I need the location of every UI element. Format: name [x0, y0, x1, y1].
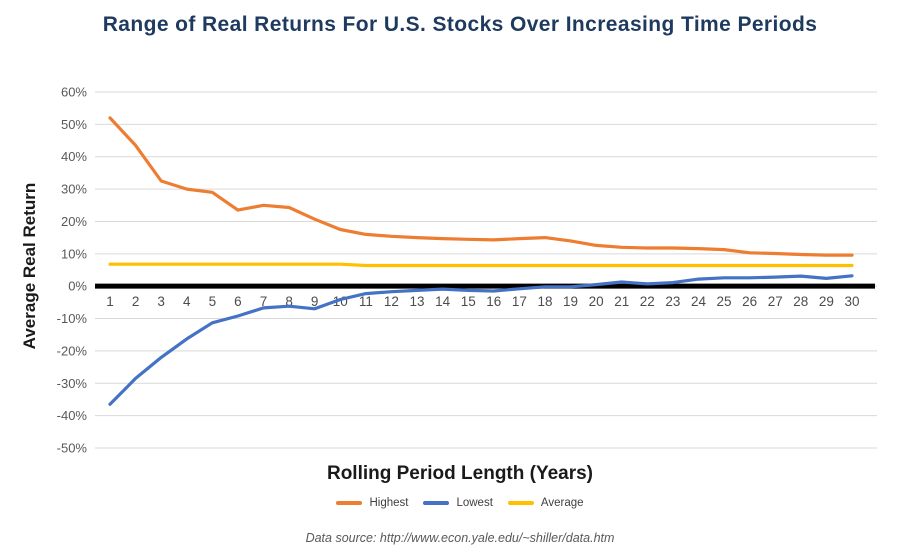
x-tick-label: 25 — [717, 294, 732, 309]
series-line-highest — [108, 116, 854, 257]
y-tick-label: 40% — [61, 149, 87, 164]
x-tick-label: 16 — [486, 294, 501, 309]
x-tick-label: 9 — [311, 294, 319, 309]
y-tick-label: 20% — [61, 214, 87, 229]
source-note: Data source: http://www.econ.yale.edu/~s… — [305, 531, 615, 545]
legend-item-lowest: Lowest — [423, 497, 493, 509]
x-tick-label: 4 — [183, 294, 191, 309]
y-tick-label: 0% — [68, 279, 87, 294]
x-tick-label: 6 — [234, 294, 242, 309]
series-line-lowest — [108, 274, 854, 406]
plot-area: 60% 50% 40% 30% 20% 10% 0% -10% -20% -30% -40% -50%… — [57, 85, 877, 456]
y-tick-label: 30% — [61, 182, 87, 197]
x-tick-label: 28 — [793, 294, 808, 309]
x-tick-label: 3 — [157, 294, 165, 309]
legend-item-average: Average — [507, 497, 584, 509]
y-tick-label: -20% — [57, 343, 88, 358]
x-tick-label: 11 — [359, 294, 373, 309]
y-tick-label: -30% — [57, 376, 88, 391]
x-tick-label: 24 — [691, 294, 707, 309]
x-tick-label: 29 — [819, 294, 834, 309]
x-tick-label: 2 — [132, 294, 140, 309]
legend-swatch-average — [507, 501, 534, 505]
legend-item-highest: Highest — [336, 497, 408, 509]
x-tick-label: 1 — [106, 294, 114, 309]
x-tick-label: 13 — [410, 294, 425, 309]
legend: Highest Lowest Average — [0, 497, 920, 509]
legend-swatch-highest — [336, 501, 363, 505]
x-tick-label: 17 — [512, 294, 527, 309]
legend-label: Average — [540, 497, 584, 509]
x-tick-label: 20 — [589, 294, 604, 309]
y-tick-label: -40% — [57, 408, 88, 423]
x-tick-label: 18 — [537, 294, 552, 309]
x-tick-label: 21 — [614, 294, 629, 309]
y-tick-label: -10% — [57, 311, 88, 326]
legend-label: Highest — [369, 497, 409, 509]
series-line-average — [108, 262, 854, 268]
x-tick-label: 30 — [844, 294, 859, 309]
x-tick-label: 27 — [768, 294, 783, 309]
x-tick-label: 14 — [435, 294, 451, 309]
legend-label: Lowest — [456, 497, 493, 509]
x-tick-label: 8 — [285, 294, 293, 309]
x-tick-label: 15 — [461, 294, 476, 309]
x-axis-title: Rolling Period Length (Years) — [326, 463, 594, 484]
x-tick-label: 26 — [742, 294, 757, 309]
legend-swatch-lowest — [423, 501, 450, 505]
y-tick-label: 50% — [61, 117, 87, 132]
x-tick-label: 23 — [665, 294, 680, 309]
x-tick-label: 5 — [209, 294, 217, 309]
y-tick-label: -50% — [57, 441, 88, 456]
y-tick-label: 60% — [61, 85, 87, 100]
x-tick-label: 22 — [640, 294, 655, 309]
chart-title: Range of Real Returns For U.S. Stocks Ov… — [102, 13, 818, 36]
x-tick-label: 19 — [563, 294, 578, 309]
x-tick-label: 12 — [384, 294, 399, 309]
x-tick-label: 7 — [260, 294, 268, 309]
y-tick-label: 10% — [61, 246, 87, 261]
